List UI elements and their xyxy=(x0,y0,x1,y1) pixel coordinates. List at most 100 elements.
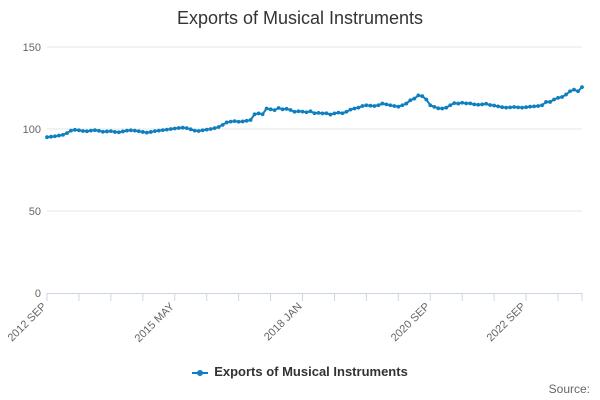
data-point xyxy=(528,104,532,109)
data-point xyxy=(372,104,377,108)
data-point xyxy=(460,100,465,105)
data-point xyxy=(580,85,584,90)
x-tick-label: 2022 SEP xyxy=(485,301,529,345)
data-point xyxy=(304,110,309,115)
data-point xyxy=(256,111,261,116)
data-point xyxy=(508,105,513,110)
data-point xyxy=(552,97,556,102)
data-point xyxy=(484,101,489,106)
data-point xyxy=(348,107,353,112)
legend-label: Exports of Musical Instruments xyxy=(214,364,408,379)
data-point xyxy=(568,89,572,94)
data-point xyxy=(360,104,365,108)
data-point xyxy=(112,130,117,134)
data-point xyxy=(188,127,193,132)
data-point xyxy=(288,108,293,112)
data-point xyxy=(388,103,393,108)
data-point xyxy=(456,101,461,106)
data-point xyxy=(488,103,493,107)
data-point xyxy=(116,130,121,135)
data-point xyxy=(424,97,429,102)
data-point xyxy=(204,127,209,132)
data-point xyxy=(328,112,333,117)
data-point xyxy=(184,126,189,131)
data-point xyxy=(444,105,449,110)
data-point xyxy=(120,129,125,134)
data-point xyxy=(240,119,245,124)
data-point xyxy=(160,128,165,133)
data-point xyxy=(228,119,233,124)
data-point xyxy=(472,102,477,107)
data-point xyxy=(500,105,505,110)
data-point xyxy=(232,119,237,124)
data-point xyxy=(452,101,457,105)
data-point xyxy=(432,104,437,109)
data-point xyxy=(172,126,177,131)
data-point xyxy=(49,134,53,139)
data-point xyxy=(512,105,517,109)
data-point xyxy=(89,128,93,133)
x-tick-label: 2020 SEP xyxy=(389,301,433,345)
data-point xyxy=(572,87,576,92)
data-point xyxy=(132,128,137,133)
data-point xyxy=(77,128,81,133)
data-point xyxy=(252,112,257,117)
data-point xyxy=(260,112,265,117)
data-point xyxy=(57,133,61,138)
data-point xyxy=(316,111,321,115)
data-point xyxy=(100,129,105,134)
data-point xyxy=(392,104,397,108)
data-point xyxy=(136,129,141,134)
data-point xyxy=(416,93,421,98)
data-point xyxy=(108,129,113,134)
data-point xyxy=(396,104,401,109)
data-point xyxy=(536,104,540,108)
y-tick-label: 100 xyxy=(23,124,41,136)
data-point xyxy=(524,105,529,110)
data-point xyxy=(128,128,133,133)
data-point xyxy=(368,103,373,108)
data-point xyxy=(440,106,445,111)
data-point xyxy=(564,92,568,97)
data-point xyxy=(532,104,536,109)
data-point xyxy=(53,134,57,139)
data-point xyxy=(476,102,481,107)
data-point xyxy=(312,111,317,116)
data-point xyxy=(73,127,77,132)
data-point xyxy=(340,111,345,116)
data-point xyxy=(496,104,501,109)
data-point xyxy=(69,128,73,133)
data-point xyxy=(544,100,548,104)
data-point xyxy=(504,105,509,110)
data-point xyxy=(65,131,69,136)
data-point xyxy=(212,126,217,131)
data-point xyxy=(280,107,285,112)
data-point xyxy=(412,96,417,101)
data-point xyxy=(152,129,157,134)
data-point xyxy=(168,127,173,131)
x-tick-label: 2015 MAY xyxy=(133,300,178,345)
data-point xyxy=(404,101,409,106)
data-point xyxy=(336,110,341,115)
data-point xyxy=(272,108,277,113)
data-point xyxy=(400,103,405,108)
data-point xyxy=(236,119,241,124)
data-point xyxy=(320,111,325,116)
data-point xyxy=(560,95,564,99)
data-point xyxy=(164,127,169,132)
data-point xyxy=(548,100,552,104)
data-point xyxy=(97,128,101,133)
data-point xyxy=(208,127,213,131)
data-point xyxy=(576,89,580,94)
legend-marker xyxy=(192,368,209,378)
data-point xyxy=(268,107,273,112)
data-point xyxy=(176,126,181,130)
data-point xyxy=(352,106,357,111)
data-point xyxy=(344,109,349,114)
data-point xyxy=(520,105,525,110)
data-point xyxy=(296,109,301,114)
x-tick-label: 2012 SEP xyxy=(6,301,50,345)
data-point xyxy=(148,130,153,134)
legend[interactable]: Exports of Musical Instruments xyxy=(0,364,600,379)
data-point xyxy=(356,105,361,110)
